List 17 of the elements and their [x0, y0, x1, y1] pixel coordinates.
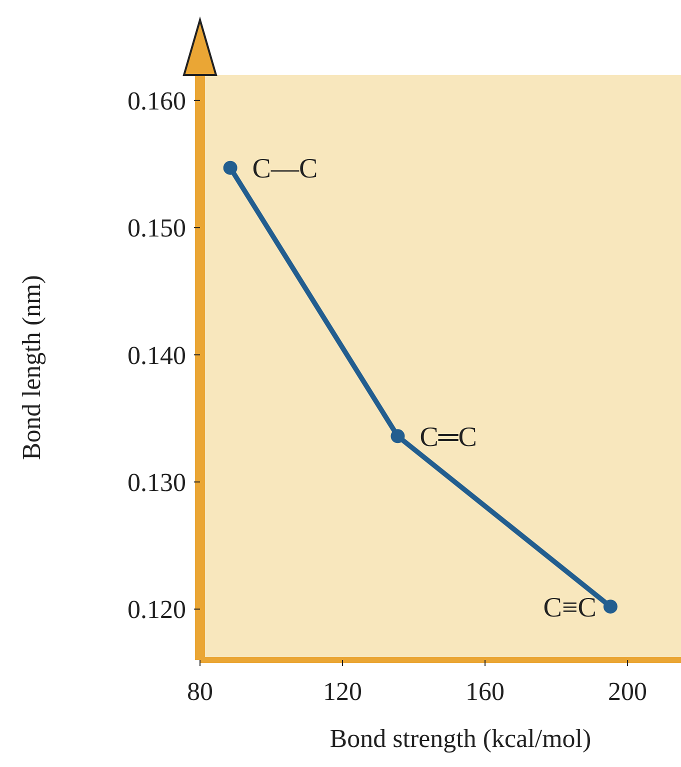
y-axis-title: Bond length (nm) [17, 275, 46, 460]
annotation: C≡C [543, 592, 596, 624]
y-tick-label: 0.140 [128, 340, 186, 370]
y-tick-label: 0.150 [128, 214, 186, 243]
point [603, 600, 618, 614]
y-tick-label: 0.120 [128, 595, 186, 624]
annotation: C═C [420, 422, 477, 453]
y-tick-label: 0.160 [128, 86, 186, 116]
x-axis-title: Bond strength (kcal/mol) [330, 724, 592, 753]
y-tick-label: 0.130 [128, 468, 186, 498]
annotation: C—C [252, 154, 318, 185]
point [223, 160, 238, 175]
x-tick-label: 160 [466, 677, 505, 706]
point [390, 429, 405, 444]
x-tick-label: 200 [608, 677, 648, 706]
x-tick-label: 80 [187, 677, 213, 706]
x-tick-label: 120 [323, 677, 362, 706]
